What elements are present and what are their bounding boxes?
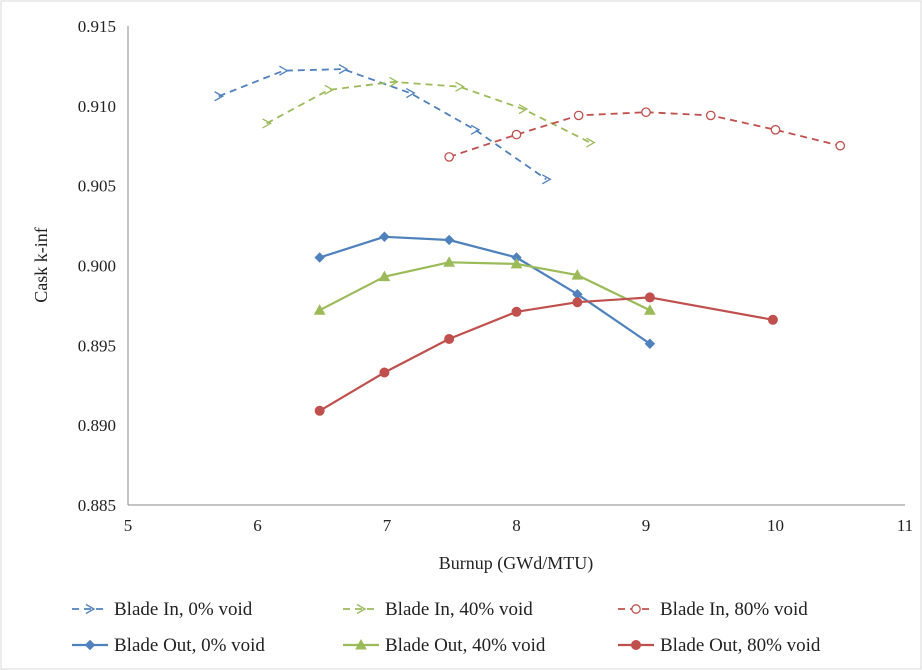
- data-point: [571, 269, 584, 280]
- data-point: [767, 314, 778, 325]
- data-point: [443, 256, 456, 267]
- data-point: [541, 174, 552, 185]
- series-4: [313, 256, 656, 315]
- legend-item: Blade In, 40% void: [343, 599, 533, 620]
- legend-label: Blade In, 80% void: [660, 599, 808, 620]
- x-axis-title: Burnup (GWd/MTU): [439, 553, 593, 574]
- x-tick-label: 5: [124, 516, 133, 535]
- series-line: [218, 68, 547, 181]
- series-1: [262, 76, 596, 148]
- data-point: [279, 65, 289, 76]
- series-2: [444, 107, 846, 162]
- legend-label: Blade Out, 0% void: [114, 635, 265, 656]
- legend-label: Blade Out, 80% void: [660, 635, 821, 656]
- data-point: [214, 91, 224, 102]
- legend-item: Blade In, 0% void: [72, 599, 253, 620]
- legend-swatch-marker: [85, 603, 96, 615]
- data-point: [378, 270, 391, 282]
- data-point: [644, 304, 656, 315]
- legend-item: Blade Out, 0% void: [72, 635, 265, 656]
- legend-item: Blade Out, 40% void: [343, 635, 546, 656]
- x-tick-label: 10: [767, 516, 784, 535]
- data-point: [511, 129, 522, 140]
- data-point: [379, 367, 390, 378]
- legend-swatch-marker: [355, 638, 367, 650]
- data-point: [444, 333, 455, 344]
- data-point: [314, 252, 325, 263]
- data-point: [644, 338, 656, 349]
- legend-label: Blade In, 0% void: [114, 599, 253, 620]
- y-tick-label: 0.905: [78, 177, 116, 196]
- data-point: [511, 306, 522, 317]
- legend-item: Blade Out, 80% void: [618, 635, 821, 656]
- data-point: [835, 140, 846, 151]
- data-point: [572, 297, 583, 308]
- legend-item: Blade In, 80% void: [618, 599, 808, 620]
- data-point: [518, 103, 529, 115]
- y-tick-label: 0.915: [78, 17, 116, 36]
- y-tick-label: 0.890: [78, 416, 116, 435]
- data-point: [324, 84, 335, 95]
- data-point: [444, 152, 455, 162]
- axes: [127, 26, 905, 506]
- data-point: [313, 304, 326, 315]
- y-tick-label: 0.910: [78, 97, 116, 116]
- y-axis-title: Cask k-inf: [31, 227, 51, 303]
- data-point: [644, 292, 655, 303]
- data-point: [405, 87, 416, 99]
- data-point: [455, 81, 465, 92]
- x-tick-label: 6: [253, 516, 262, 535]
- y-tick-label: 0.900: [78, 257, 116, 276]
- data-point: [389, 76, 399, 87]
- x-tick-label: 8: [512, 516, 521, 535]
- legend-label: Blade In, 40% void: [385, 599, 533, 620]
- data-point: [443, 234, 455, 246]
- legend-label: Blade Out, 40% void: [385, 635, 546, 656]
- data-point: [314, 405, 325, 416]
- legend-swatch-marker: [631, 640, 641, 650]
- series-group: [214, 64, 846, 416]
- data-point: [338, 64, 349, 75]
- series-0: [214, 64, 552, 185]
- x-tick-label: 9: [642, 516, 651, 535]
- x-tick-label: 7: [383, 516, 392, 535]
- legend-swatch-marker: [631, 604, 641, 614]
- legend-swatch-marker: [84, 639, 96, 651]
- data-point: [585, 137, 596, 148]
- x-tick-label: 11: [897, 516, 913, 535]
- y-tick-label: 0.885: [78, 496, 116, 515]
- legend-swatch-marker: [356, 603, 367, 615]
- series-5: [314, 292, 778, 416]
- data-point: [705, 110, 716, 121]
- series-line: [266, 81, 591, 144]
- tick-labels: 5 6 7 8 9 10 11 0.885 0.890 0.895 0.900 0.905 0.910 0…: [78, 17, 913, 535]
- data-point: [470, 124, 481, 135]
- data-point: [641, 107, 651, 118]
- y-tick-label: 0.895: [78, 336, 116, 355]
- legend: Blade In, 0% void Blade In, 40% void Blade…: [72, 599, 821, 656]
- data-point: [262, 118, 272, 129]
- data-point: [770, 124, 781, 135]
- data-point: [510, 257, 523, 269]
- data-point: [379, 231, 390, 242]
- data-point: [573, 110, 584, 121]
- series-line: [319, 261, 651, 312]
